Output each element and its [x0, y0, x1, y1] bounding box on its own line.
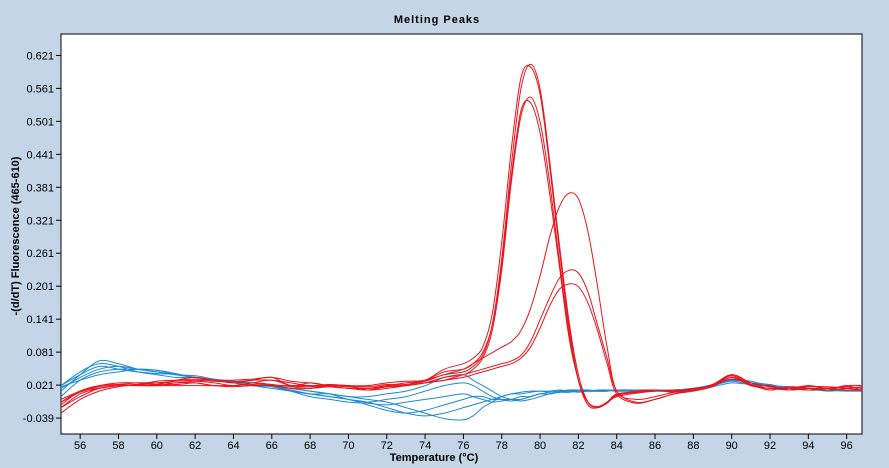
series-layer — [60, 63, 863, 421]
x-tick-label: 72 — [381, 440, 393, 452]
x-tick-label: 94 — [802, 440, 814, 452]
y-tick-label: 0.141 — [26, 314, 54, 326]
x-tick-label: 84 — [611, 440, 623, 452]
x-axis: 56 58 60 62 64 66 68 70 72 74 76 78 80 82 84 86 88 90 92 94… — [74, 434, 853, 452]
x-tick-label: 68 — [304, 440, 316, 452]
x-tick-label: 88 — [687, 440, 699, 452]
x-tick-label: 90 — [726, 440, 738, 452]
x-tick-label: 66 — [266, 440, 278, 452]
plot-area — [60, 33, 863, 435]
y-tick-label: -0.039 — [23, 413, 54, 425]
y-tick-label: 0.441 — [26, 149, 54, 161]
x-tick-label: 92 — [764, 440, 776, 452]
x-axis-label: Temperature (°C) — [390, 452, 479, 464]
x-tick-label: 62 — [189, 440, 201, 452]
y-tick-label: 0.261 — [26, 248, 54, 260]
series-line-red-peak82-c — [60, 283, 863, 404]
x-tick-label: 70 — [342, 440, 354, 452]
x-tick-label: 60 — [151, 440, 163, 452]
x-tick-label: 80 — [534, 440, 546, 452]
x-tick-label: 58 — [112, 440, 124, 452]
x-tick-label: 78 — [496, 440, 508, 452]
y-tick-label: 0.321 — [26, 215, 54, 227]
y-axis: 0.621 0.561 0.501 0.441 0.381 0.321 0.261 0.201… — [23, 50, 61, 425]
x-tick-label: 96 — [841, 440, 853, 452]
y-tick-label: 0.561 — [26, 83, 54, 95]
y-tick-label: 0.621 — [26, 50, 54, 62]
x-tick-label: 74 — [419, 440, 431, 452]
x-tick-label: 82 — [572, 440, 584, 452]
x-tick-label: 86 — [649, 440, 661, 452]
chart-title: Melting Peaks — [394, 14, 480, 26]
y-tick-label: 0.201 — [26, 281, 54, 293]
y-axis-label: -(d/dT) Fluorescence (465-610) — [10, 156, 22, 315]
x-tick-label: 56 — [74, 440, 86, 452]
x-tick-label: 76 — [457, 440, 469, 452]
y-tick-label: 0.501 — [26, 116, 54, 128]
x-tick-label: 64 — [227, 440, 239, 452]
y-tick-label: 0.081 — [26, 347, 54, 359]
y-tick-label: 0.381 — [26, 182, 54, 194]
y-tick-label: 0.021 — [26, 380, 54, 392]
